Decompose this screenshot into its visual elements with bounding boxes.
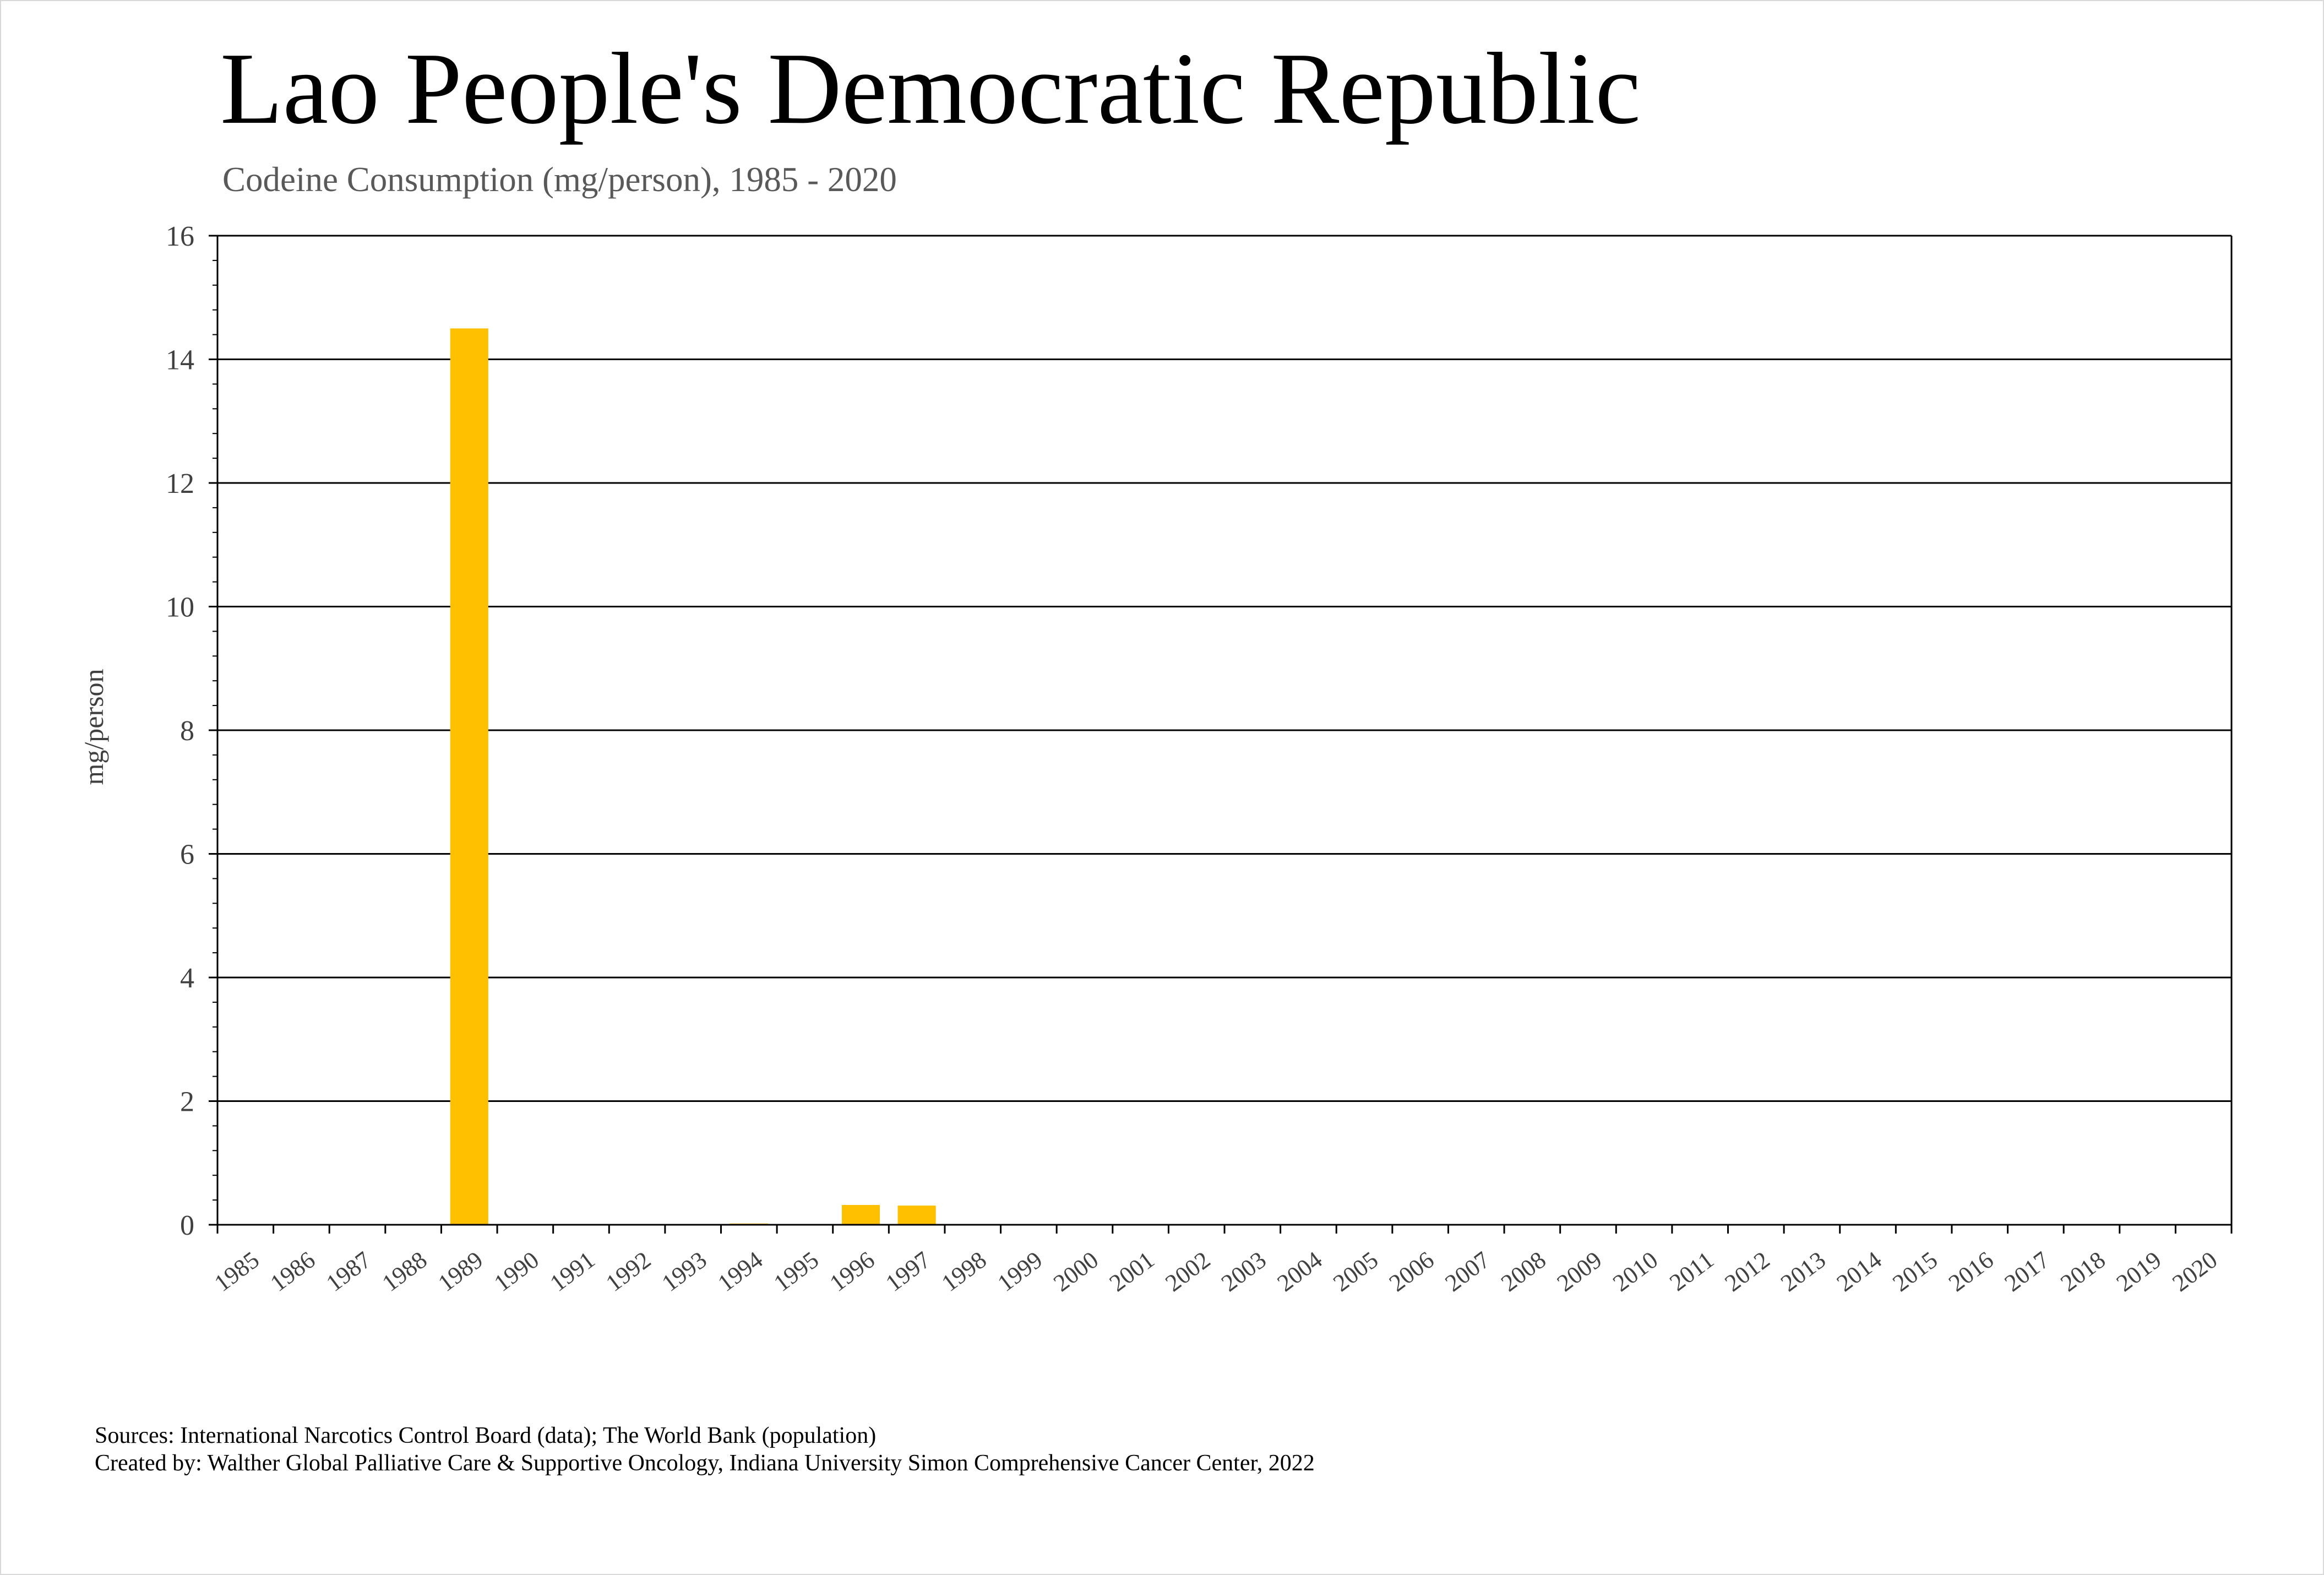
x-tick-label: 2013 bbox=[1776, 1246, 1831, 1297]
x-tick-label: 1991 bbox=[545, 1246, 600, 1297]
x-tick-label: 2002 bbox=[1160, 1246, 1215, 1297]
x-tick-label: 1986 bbox=[265, 1246, 320, 1297]
x-tick-label: 1987 bbox=[321, 1246, 376, 1297]
x-tick-label: 2006 bbox=[1384, 1246, 1439, 1297]
x-tick-label: 2004 bbox=[1272, 1246, 1327, 1297]
x-tick-label: 2009 bbox=[1552, 1246, 1607, 1297]
x-tick-label: 1992 bbox=[601, 1246, 656, 1297]
chart-subtitle: Codeine Consumption (mg/person), 1985 - … bbox=[222, 160, 897, 199]
x-tick-label: 2014 bbox=[1832, 1246, 1887, 1297]
sources-note: Sources: International Narcotics Control… bbox=[95, 1423, 877, 1448]
x-tick-label: 2001 bbox=[1104, 1246, 1160, 1297]
chart-title: Lao People's Democratic Republic bbox=[220, 32, 1641, 145]
x-tick-label: 1993 bbox=[657, 1246, 712, 1297]
bar-1996 bbox=[841, 1205, 880, 1225]
x-tick-label: 1994 bbox=[713, 1246, 768, 1297]
y-tick-label: 6 bbox=[180, 839, 194, 871]
x-tick-label: 1995 bbox=[769, 1246, 824, 1297]
x-tick-label: 2020 bbox=[2167, 1246, 2222, 1297]
x-tick-label: 2019 bbox=[2111, 1246, 2167, 1297]
bars bbox=[450, 328, 1440, 1225]
x-tick-label: 2011 bbox=[1664, 1246, 1718, 1296]
x-tick-label: 1996 bbox=[825, 1246, 880, 1297]
x-tick-label: 1998 bbox=[937, 1246, 992, 1297]
x-tick-label: 2012 bbox=[1720, 1246, 1775, 1297]
y-tick-labels: 0 2 4 6 8 10 12 14 16 bbox=[166, 221, 194, 1241]
y-tick-label: 4 bbox=[180, 963, 194, 994]
axes bbox=[209, 235, 2233, 1234]
x-tick-label: 2005 bbox=[1328, 1246, 1383, 1297]
y-tick-label: 12 bbox=[166, 468, 194, 499]
x-tick-label: 1989 bbox=[433, 1246, 488, 1297]
y-tick-label: 16 bbox=[166, 221, 194, 252]
y-tick-label: 14 bbox=[166, 345, 194, 376]
x-tick-label: 2015 bbox=[1887, 1246, 1942, 1297]
x-tick-label: 2017 bbox=[2000, 1246, 2055, 1297]
x-tick-label: 2007 bbox=[1440, 1246, 1495, 1297]
x-tick-label: 1999 bbox=[993, 1246, 1048, 1297]
x-tick-label: 1997 bbox=[880, 1246, 935, 1297]
y-tick-label: 8 bbox=[180, 715, 194, 747]
created-by-note: Created by: Walther Global Palliative Ca… bbox=[95, 1451, 1315, 1476]
x-tick-label: 2008 bbox=[1496, 1246, 1551, 1297]
x-tick-label: 1988 bbox=[377, 1246, 432, 1297]
bar-1989 bbox=[450, 328, 488, 1225]
y-tick-label: 10 bbox=[166, 592, 194, 623]
y-tick-label: 2 bbox=[180, 1087, 194, 1118]
x-tick-label: 2018 bbox=[2055, 1246, 2110, 1297]
y-tick-label: 0 bbox=[180, 1210, 194, 1241]
x-tick-label: 2010 bbox=[1608, 1246, 1663, 1297]
x-tick-label: 1985 bbox=[209, 1246, 264, 1297]
gridlines bbox=[217, 235, 2232, 1102]
x-tick-labels: 1985 1986 1987 1988 1989 1990 1991 1992 1993 1994… bbox=[209, 1246, 2222, 1297]
x-tick-label: 2003 bbox=[1216, 1246, 1271, 1297]
bar-1997 bbox=[897, 1205, 936, 1225]
x-tick-label: 2000 bbox=[1048, 1246, 1103, 1297]
x-tick-label: 1990 bbox=[489, 1246, 544, 1297]
x-tick-label: 2016 bbox=[1944, 1246, 1999, 1297]
